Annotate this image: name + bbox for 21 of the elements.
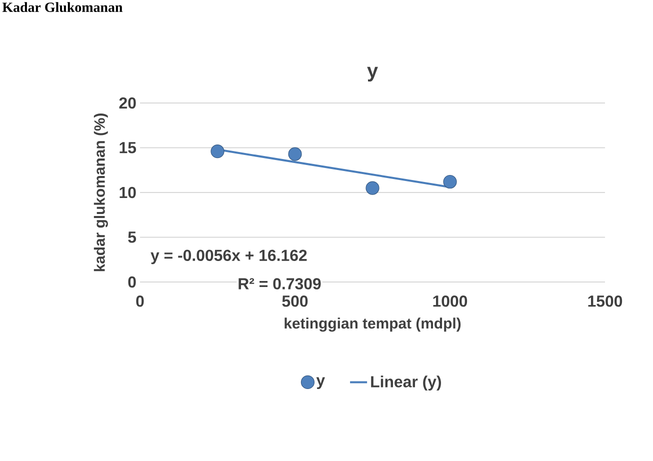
y-tick-label: 10 [120, 186, 136, 198]
point [366, 181, 380, 195]
y-tick-label: 5 [128, 232, 136, 243]
chart-title: Kadar Glukomanan [2, 2, 123, 12]
x-tick-label: 500 [282, 296, 308, 307]
x-axis-title: ketinggian tempat (mdpl) [284, 318, 461, 332]
annotation: R² = 0.7309 [238, 278, 321, 290]
y-tick-label: 20 [119, 97, 136, 109]
point [210, 144, 224, 158]
y-tick-label: 15 [120, 142, 136, 154]
legend-label: y [316, 377, 325, 389]
chart-subtitle: y [367, 66, 378, 82]
y-tick-label: 0 [128, 276, 136, 288]
point [443, 174, 457, 189]
point [288, 147, 302, 161]
x-tick-label: 1500 [588, 296, 622, 307]
y-axis-title: kadar glukomanan (%) [94, 114, 108, 272]
legend-label: Linear (y) [371, 376, 441, 391]
x-tick-label: 1000 [433, 296, 468, 307]
x-tick-label: 0 [136, 296, 144, 307]
annotation: y = -0.0056x + 16.162 [150, 250, 307, 264]
